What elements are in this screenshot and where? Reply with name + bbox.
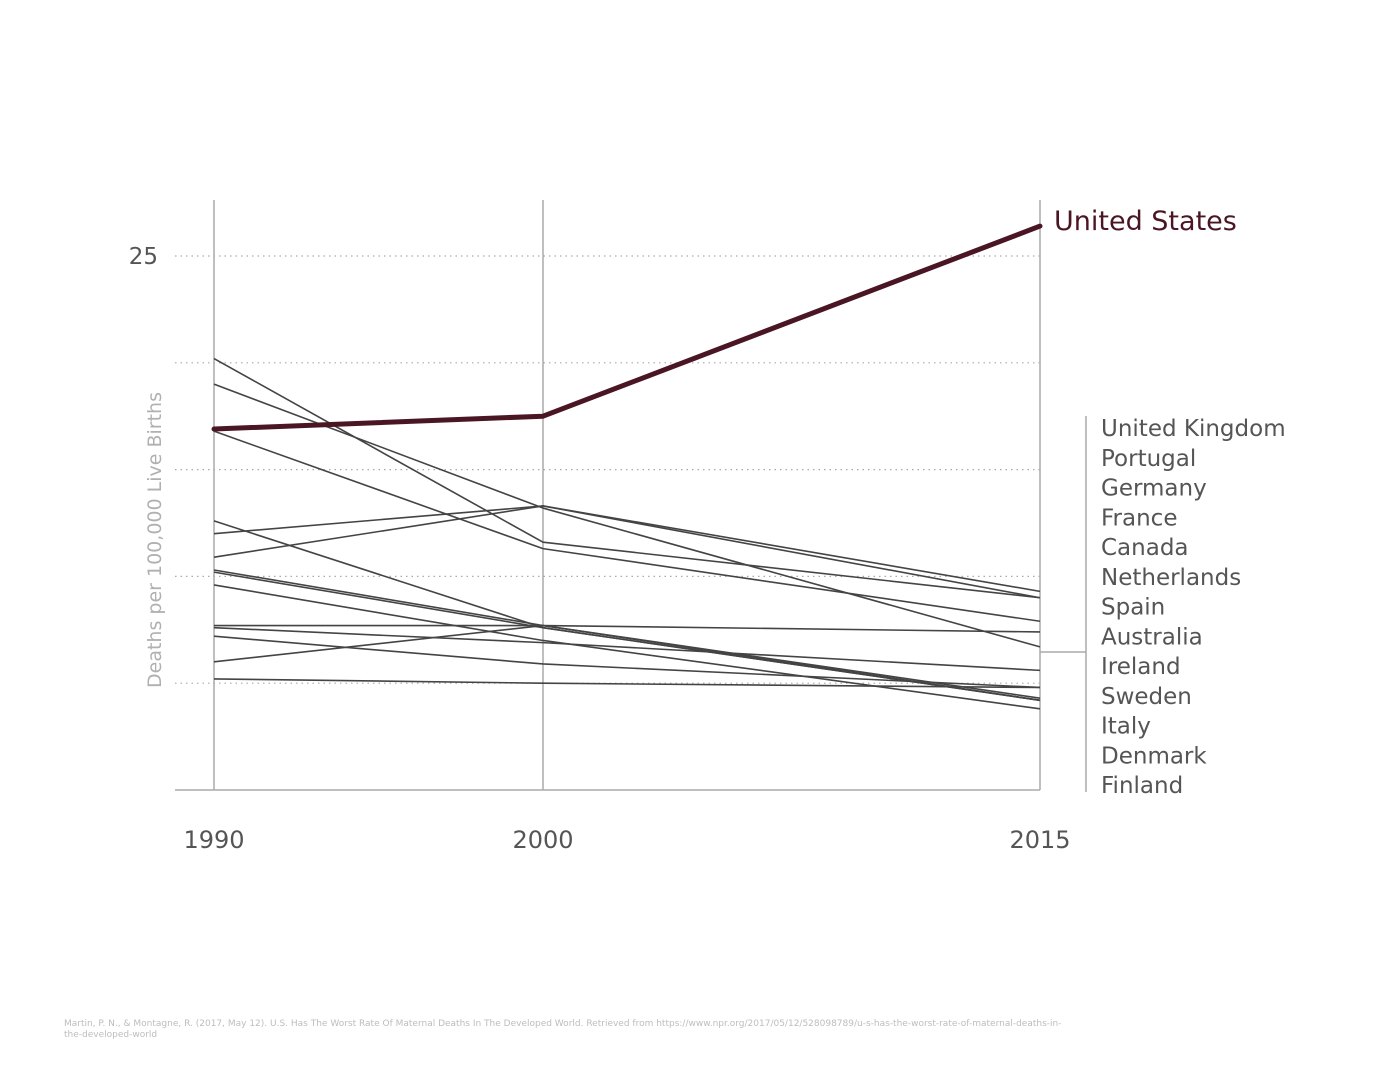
country-label-united-kingdom: United Kingdom: [1101, 416, 1286, 442]
series-line-11: [213, 626, 1041, 672]
y-axis-label: Deaths per 100,000 Live Births: [144, 392, 166, 688]
country-label-australia: Australia: [1101, 624, 1203, 650]
x-tick-label-2015: 2015: [1009, 826, 1070, 854]
series-line-10: [214, 624, 1041, 633]
country-label-spain: Spain: [1101, 595, 1165, 621]
label-united-states: United States: [1054, 206, 1237, 237]
country-label-denmark: Denmark: [1101, 743, 1207, 769]
country-label-germany: Germany: [1101, 476, 1207, 502]
country-label-canada: Canada: [1101, 535, 1189, 561]
gridlines: [175, 255, 1040, 684]
country-label-italy: Italy: [1101, 714, 1151, 740]
series-line-3: [213, 430, 1041, 623]
labels: 25 1990 2000 2015 Deaths per 100,000 Live Bi…: [129, 206, 1286, 854]
country-label-france: France: [1101, 505, 1177, 531]
series-line-13: [213, 624, 1041, 702]
country-label-sweden: Sweden: [1101, 684, 1192, 710]
x-tick-label-2000: 2000: [512, 826, 573, 854]
country-label-ireland: Ireland: [1101, 654, 1181, 680]
source-citation: Martin, P. N., & Montagne, R. (2017, May…: [64, 1019, 1062, 1040]
series-line-1: [213, 357, 1041, 599]
country-label-portugal: Portugal: [1101, 446, 1196, 472]
axes: [175, 200, 1087, 792]
country-label-netherlands: Netherlands: [1101, 565, 1241, 591]
series-line-4: [213, 520, 1041, 702]
country-label-finland: Finland: [1101, 773, 1183, 799]
y-tick-label-25: 25: [129, 244, 158, 270]
series-lines: [211, 223, 1043, 710]
series-line-14: [213, 678, 1041, 689]
series-line-united-states: [211, 223, 1043, 432]
series-line-6: [213, 505, 1041, 593]
x-tick-label-1990: 1990: [183, 826, 244, 854]
series-line-12: [213, 635, 1041, 689]
